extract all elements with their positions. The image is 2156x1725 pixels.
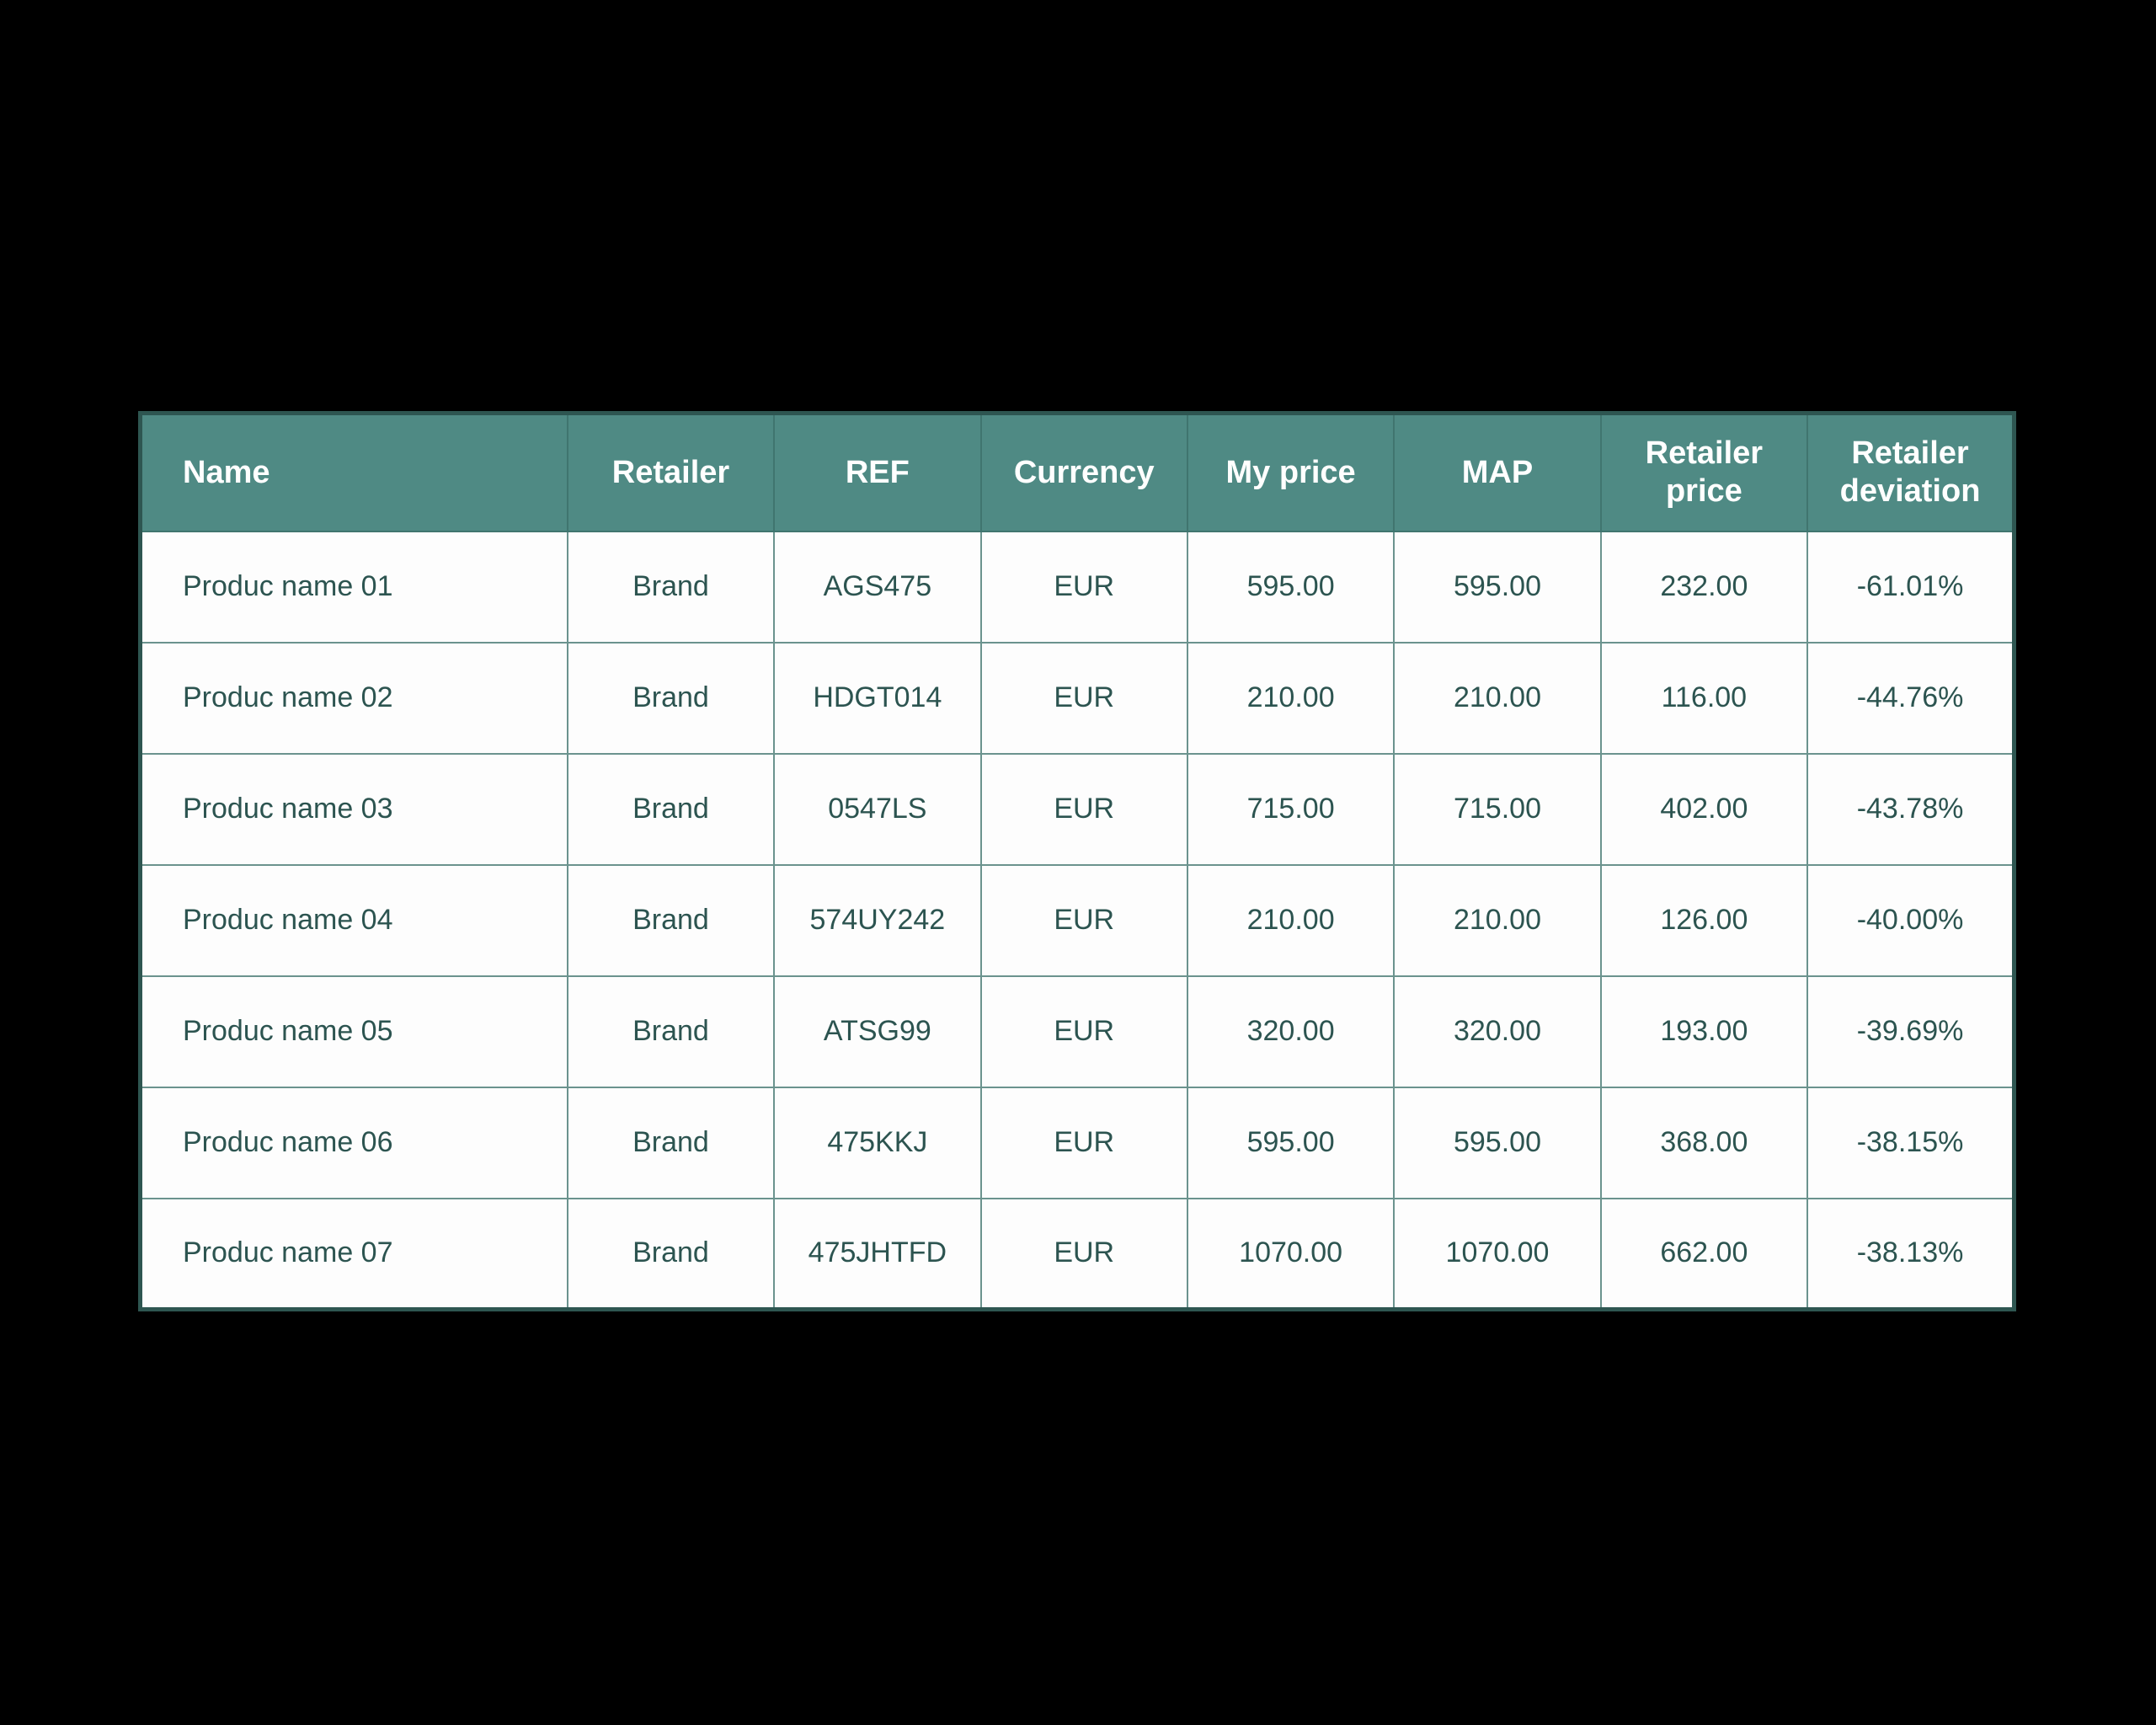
table-cell: Brand [566, 752, 776, 866]
table-cell: EUR [979, 530, 1188, 644]
table-cell: Produc name 06 [139, 1086, 568, 1199]
table-row: Produc name 02 Brand HDGT014 EUR 210.00 210.0… [139, 641, 2015, 755]
table-cell: EUR [979, 1197, 1188, 1311]
table-cell: 715.00 [1393, 752, 1602, 866]
table-cell: 210.00 [1393, 641, 1602, 755]
table-row: Produc name 07 Brand 475JHTFD EUR 1070.00 107… [139, 1197, 2015, 1311]
table-cell: 662.00 [1599, 1197, 1809, 1311]
column-header-retailer-deviation: Retailer deviation [1806, 412, 2015, 532]
table-cell: Produc name 04 [139, 863, 568, 977]
table-cell: -38.15% [1806, 1086, 2015, 1199]
column-header-currency: Currency [979, 412, 1188, 532]
table-cell: Produc name 02 [139, 641, 568, 755]
table-cell: 595.00 [1393, 530, 1602, 644]
table-cell: 193.00 [1599, 975, 1809, 1088]
table-cell: 0547LS [773, 752, 982, 866]
table-cell: EUR [979, 863, 1188, 977]
column-header-retailer: Retailer [566, 412, 776, 532]
table-cell: Brand [566, 530, 776, 644]
column-header-retailer-price: Retailer price [1599, 412, 1809, 532]
table-cell: 595.00 [1186, 1086, 1396, 1199]
table-cell: -61.01% [1806, 530, 2015, 644]
table-body: Produc name 01 Brand AGS475 EUR 595.00 595.00… [139, 530, 2015, 1311]
table-cell: 368.00 [1599, 1086, 1809, 1199]
table-cell: 210.00 [1393, 863, 1602, 977]
table-cell: 126.00 [1599, 863, 1809, 977]
table-cell: Produc name 07 [139, 1197, 568, 1311]
table-cell: Produc name 03 [139, 752, 568, 866]
table-cell: -38.13% [1806, 1197, 2015, 1311]
table-cell: 574UY242 [773, 863, 982, 977]
table-cell: 1070.00 [1186, 1197, 1396, 1311]
table-cell: EUR [979, 752, 1188, 866]
table-cell: Brand [566, 1197, 776, 1311]
table-cell: 1070.00 [1393, 1197, 1602, 1311]
table-cell: 320.00 [1393, 975, 1602, 1088]
table-header: Name Retailer REF Currency My price MAP … [139, 412, 2015, 532]
table-row: Produc name 06 Brand 475KKJ EUR 595.00 595.00… [139, 1086, 2015, 1199]
table-row: Produc name 03 Brand 0547LS EUR 715.00 715.00… [139, 752, 2015, 866]
table-cell: 232.00 [1599, 530, 1809, 644]
table-cell: 210.00 [1186, 641, 1396, 755]
table-row: Produc name 01 Brand AGS475 EUR 595.00 595.00… [139, 530, 2015, 644]
table-cell: -40.00% [1806, 863, 2015, 977]
table-cell: 595.00 [1393, 1086, 1602, 1199]
column-header-ref: REF [773, 412, 982, 532]
table-cell: 320.00 [1186, 975, 1396, 1088]
table-cell: AGS475 [773, 530, 982, 644]
table-cell: 210.00 [1186, 863, 1396, 977]
table-cell: Produc name 01 [139, 530, 568, 644]
table-cell: -39.69% [1806, 975, 2015, 1088]
table-cell: EUR [979, 975, 1188, 1088]
column-header-map: MAP [1393, 412, 1602, 532]
table-cell: 595.00 [1186, 530, 1396, 644]
table-cell: 402.00 [1599, 752, 1809, 866]
table-cell: -43.78% [1806, 752, 2015, 866]
table-cell: 715.00 [1186, 752, 1396, 866]
column-header-my-price: My price [1186, 412, 1396, 532]
table-cell: Brand [566, 1086, 776, 1199]
table-cell: Brand [566, 975, 776, 1088]
table-cell: Produc name 05 [139, 975, 568, 1088]
table-cell: 116.00 [1599, 641, 1809, 755]
table-cell: Brand [566, 863, 776, 977]
table-cell: ATSG99 [773, 975, 982, 1088]
table-row: Produc name 04 Brand 574UY242 EUR 210.00 210.… [139, 863, 2015, 977]
table-cell: -44.76% [1806, 641, 2015, 755]
table-cell: EUR [979, 1086, 1188, 1199]
price-monitoring-table: Name Retailer REF Currency My price MAP … [138, 411, 2016, 1311]
table-row: Produc name 05 Brand ATSG99 EUR 320.00 320.00… [139, 975, 2015, 1088]
table-cell: 475KKJ [773, 1086, 982, 1199]
table-cell: HDGT014 [773, 641, 982, 755]
pricing-table-container: Name Retailer REF Currency My price MAP … [138, 411, 2016, 1311]
table-cell: 475JHTFD [773, 1197, 982, 1311]
table-cell: EUR [979, 641, 1188, 755]
table-header-row: Name Retailer REF Currency My price MAP … [139, 412, 2015, 532]
table-cell: Brand [566, 641, 776, 755]
column-header-name: Name [139, 412, 568, 532]
